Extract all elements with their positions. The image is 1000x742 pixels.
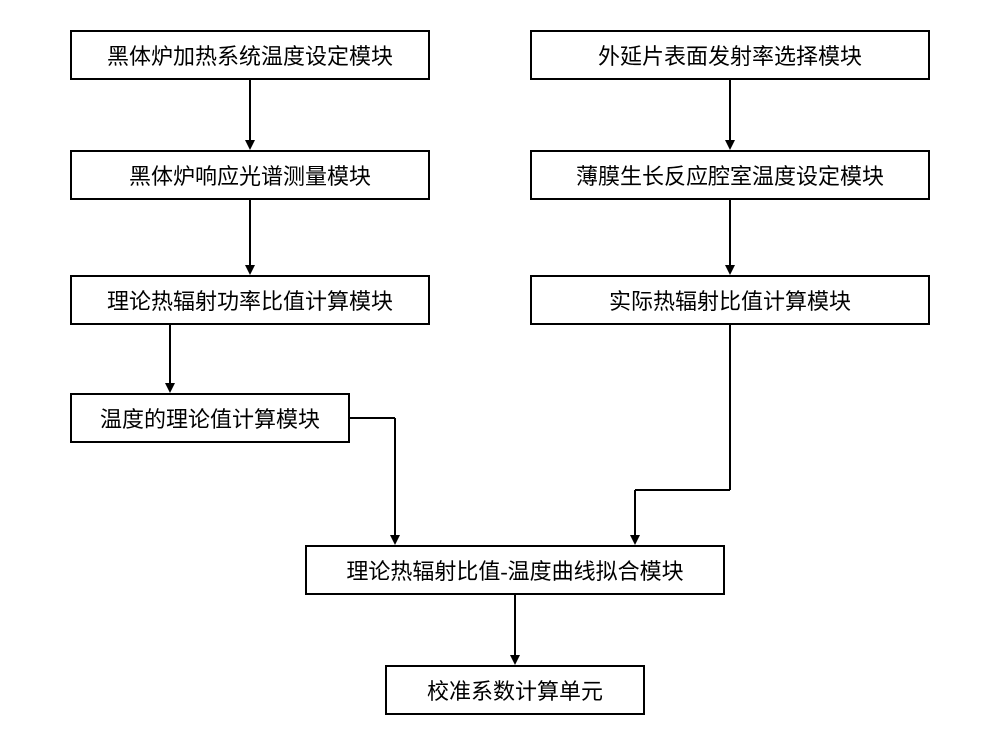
node-left3: 理论热辐射功率比值计算模块: [70, 275, 430, 325]
node-right1: 外延片表面发射率选择模块: [530, 30, 930, 80]
edges-layer: [0, 0, 1000, 742]
node-left2: 黑体炉响应光谱测量模块: [70, 150, 430, 200]
node-left4: 温度的理论值计算模块: [70, 393, 350, 443]
node-right3: 实际热辐射比值计算模块: [530, 275, 930, 325]
node-right2: 薄膜生长反应腔室温度设定模块: [530, 150, 930, 200]
node-left1: 黑体炉加热系统温度设定模块: [70, 30, 430, 80]
node-merge: 理论热辐射比值-温度曲线拟合模块: [305, 545, 725, 595]
node-final: 校准系数计算单元: [385, 665, 645, 715]
